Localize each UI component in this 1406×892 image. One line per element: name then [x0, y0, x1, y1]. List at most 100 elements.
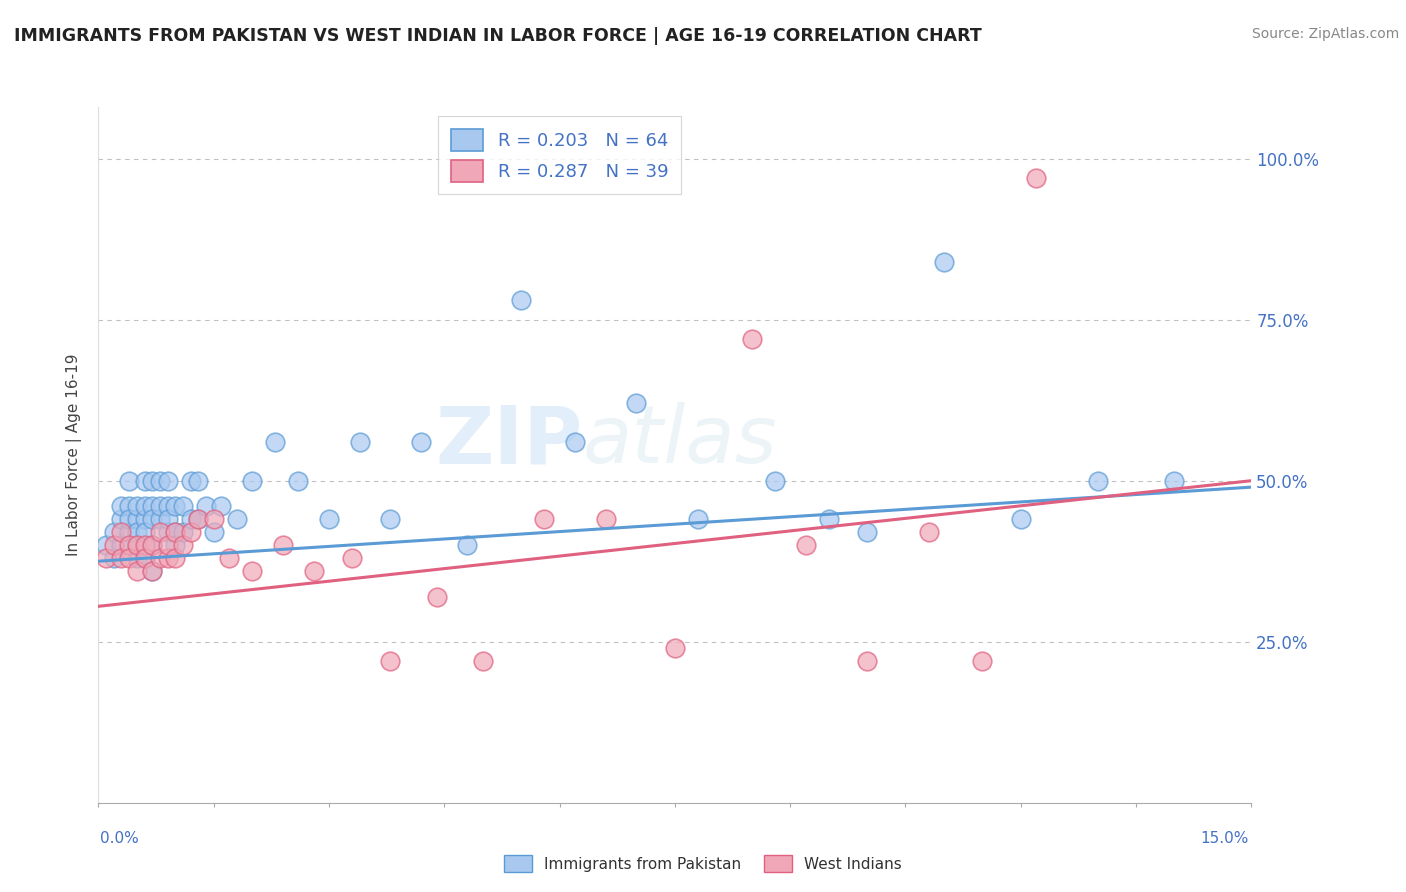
Point	[141, 538, 163, 552]
Point	[380, 654, 402, 668]
Point	[380, 512, 402, 526]
Point	[134, 551, 156, 566]
Point	[187, 474, 209, 488]
Point	[118, 474, 141, 488]
Text: IMMIGRANTS FROM PAKISTAN VS WEST INDIAN IN LABOR FORCE | AGE 16-19 CORRELATION C: IMMIGRANTS FROM PAKISTAN VS WEST INDIAN …	[14, 27, 981, 45]
Point	[510, 293, 533, 308]
Text: 0.0%: 0.0%	[100, 831, 139, 846]
Point	[456, 538, 478, 552]
Point	[141, 500, 163, 514]
Point	[187, 512, 209, 526]
Point	[763, 474, 786, 488]
Point	[141, 564, 163, 578]
Point	[817, 512, 839, 526]
Point	[103, 525, 125, 540]
Point	[118, 525, 141, 540]
Point	[271, 538, 294, 552]
Point	[287, 474, 309, 488]
Point	[134, 551, 156, 566]
Point	[932, 254, 955, 268]
Point	[110, 538, 132, 552]
Point	[1025, 170, 1047, 185]
Point	[134, 538, 156, 552]
Point	[125, 525, 148, 540]
Point	[141, 564, 163, 578]
Point	[156, 474, 179, 488]
Point	[917, 525, 939, 540]
Text: ZIP: ZIP	[436, 402, 582, 480]
Point	[165, 525, 187, 540]
Point	[218, 551, 240, 566]
Point	[180, 474, 202, 488]
Point	[118, 500, 141, 514]
Point	[134, 512, 156, 526]
Point	[172, 500, 194, 514]
Text: Source: ZipAtlas.com: Source: ZipAtlas.com	[1251, 27, 1399, 41]
Point	[110, 500, 132, 514]
Point	[118, 512, 141, 526]
Point	[664, 641, 686, 656]
Y-axis label: In Labor Force | Age 16-19: In Labor Force | Age 16-19	[66, 353, 83, 557]
Point	[103, 538, 125, 552]
Point	[349, 435, 371, 450]
Text: 15.0%: 15.0%	[1201, 831, 1249, 846]
Point	[141, 512, 163, 526]
Point	[141, 474, 163, 488]
Point	[240, 474, 263, 488]
Point	[165, 500, 187, 514]
Point	[172, 525, 194, 540]
Point	[564, 435, 586, 450]
Point	[1087, 474, 1109, 488]
Point	[125, 538, 148, 552]
Point	[125, 551, 148, 566]
Point	[125, 538, 148, 552]
Point	[118, 551, 141, 566]
Point	[110, 551, 132, 566]
Point	[856, 525, 879, 540]
Point	[94, 551, 117, 566]
Point	[141, 538, 163, 552]
Point	[686, 512, 709, 526]
Point	[202, 525, 225, 540]
Point	[471, 654, 494, 668]
Point	[533, 512, 555, 526]
Point	[149, 474, 172, 488]
Point	[340, 551, 363, 566]
Point	[180, 512, 202, 526]
Point	[172, 538, 194, 552]
Point	[134, 525, 156, 540]
Point	[156, 551, 179, 566]
Point	[165, 525, 187, 540]
Point	[225, 512, 247, 526]
Point	[165, 538, 187, 552]
Point	[165, 551, 187, 566]
Legend: R = 0.203   N = 64, R = 0.287   N = 39: R = 0.203 N = 64, R = 0.287 N = 39	[439, 116, 681, 194]
Text: atlas: atlas	[582, 402, 778, 480]
Point	[411, 435, 433, 450]
Point	[110, 512, 132, 526]
Point	[156, 512, 179, 526]
Point	[149, 512, 172, 526]
Point	[794, 538, 817, 552]
Point	[103, 551, 125, 566]
Point	[134, 474, 156, 488]
Point	[156, 500, 179, 514]
Point	[626, 396, 648, 410]
Point	[110, 525, 132, 540]
Point	[156, 525, 179, 540]
Point	[125, 564, 148, 578]
Point	[856, 654, 879, 668]
Point	[1163, 474, 1185, 488]
Point	[264, 435, 287, 450]
Point	[426, 590, 449, 604]
Point	[318, 512, 340, 526]
Legend: Immigrants from Pakistan, West Indians: Immigrants from Pakistan, West Indians	[496, 847, 910, 880]
Point	[302, 564, 325, 578]
Point	[209, 500, 232, 514]
Point	[595, 512, 617, 526]
Point	[125, 500, 148, 514]
Point	[118, 538, 141, 552]
Point	[149, 525, 172, 540]
Point	[1010, 512, 1032, 526]
Point	[180, 525, 202, 540]
